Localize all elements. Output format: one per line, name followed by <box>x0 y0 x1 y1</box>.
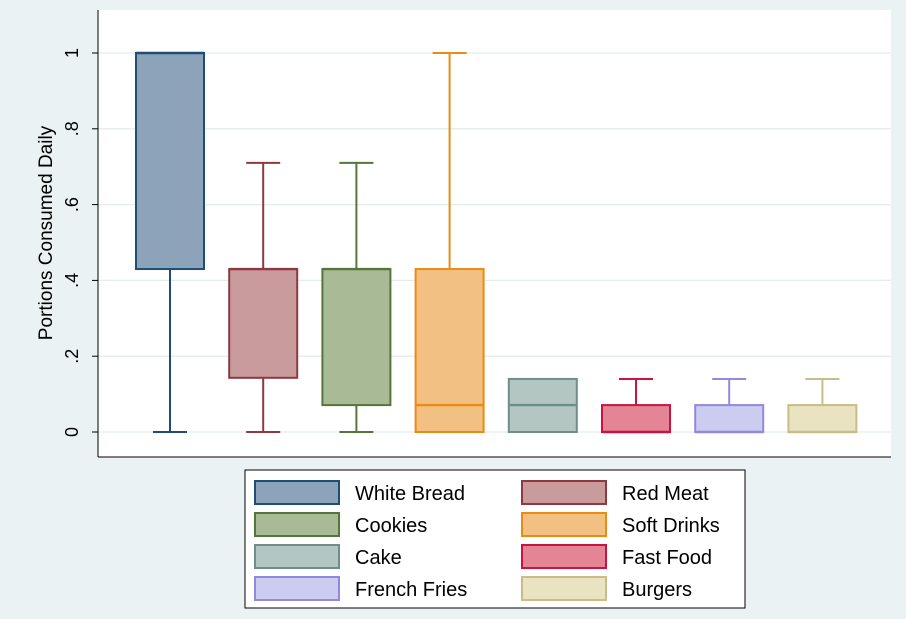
iqr-box <box>135 52 205 271</box>
legend-label: Cookies <box>355 515 427 537</box>
legend-swatch <box>254 576 340 601</box>
legend-swatch <box>521 544 607 569</box>
legend: White Bread Red Meat Cookies Soft Drinks Cak… <box>254 480 720 601</box>
iqr-box <box>694 404 765 434</box>
legend-item: White Bread <box>254 480 465 505</box>
legend-label: Cake <box>355 547 402 569</box>
box-cake <box>507 377 578 434</box>
legend-item: Cake <box>254 544 402 569</box>
y-tick-label: .6 <box>62 197 82 212</box>
iqr-box <box>321 268 392 407</box>
legend-swatch <box>254 512 340 537</box>
y-axis-label: Portions Consumed Daily <box>36 125 57 340</box>
legend-label: Red Meat <box>622 483 709 505</box>
y-tick-label: 0 <box>62 427 82 437</box>
legend-swatch <box>521 480 607 505</box>
iqr-box <box>414 268 485 433</box>
legend-label: Soft Drinks <box>622 515 720 537</box>
y-tick-label: .4 <box>62 273 82 288</box>
legend-label: Fast Food <box>622 547 712 569</box>
y-tick-label: .2 <box>62 349 82 364</box>
iqr-box <box>787 404 858 434</box>
legend-label: White Bread <box>355 483 465 505</box>
box-fast-food <box>601 377 671 434</box>
legend-item: Burgers <box>521 576 692 601</box>
box-cookies <box>321 161 392 433</box>
legend-item: Cookies <box>254 512 427 537</box>
iqr-box <box>228 268 299 379</box>
y-tick-layer: 0 .2 .4 .6 .8 1 <box>62 48 98 437</box>
legend-item: French Fries <box>254 576 467 601</box>
iqr-box <box>601 404 671 434</box>
y-tick-label: 1 <box>62 48 82 58</box>
legend-swatch <box>254 480 340 505</box>
box-french-fries <box>694 377 765 434</box>
legend-item: Soft Drinks <box>521 512 720 537</box>
legend-label: French Fries <box>355 579 467 601</box>
legend-swatch <box>254 544 340 569</box>
legend-swatch <box>521 576 607 601</box>
box-red-meat <box>228 161 299 433</box>
box-white-bread <box>135 51 205 433</box>
legend-item: Fast Food <box>521 544 712 569</box>
plot-area <box>98 10 891 457</box>
y-tick-label: .8 <box>62 121 82 136</box>
legend-swatch <box>521 512 607 537</box>
legend-label: Burgers <box>622 579 692 601</box>
box-burgers <box>787 377 858 434</box>
box-soft-drinks <box>414 52 485 433</box>
legend-item: Red Meat <box>521 480 709 505</box>
box-layer <box>135 51 858 434</box>
